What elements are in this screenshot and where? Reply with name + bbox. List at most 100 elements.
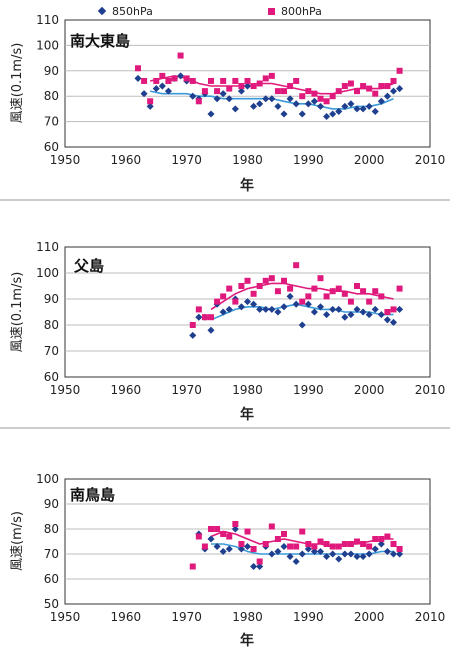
point-850hpa — [225, 305, 233, 313]
point-800hpa — [256, 558, 263, 565]
y-tick-label: 100 — [36, 266, 59, 280]
y-tick-label: 70 — [44, 547, 59, 561]
legend: 850hPa 800hPa — [97, 5, 322, 18]
point-850hpa — [219, 308, 227, 316]
point-800hpa — [329, 288, 336, 295]
point-800hpa — [244, 277, 251, 284]
point-850hpa — [329, 305, 337, 313]
point-800hpa — [323, 541, 330, 547]
point-850hpa — [304, 100, 312, 108]
x-axis-label: 年 — [240, 177, 254, 194]
point-800hpa — [177, 52, 184, 59]
point-850hpa — [329, 110, 337, 118]
point-850hpa — [329, 550, 337, 558]
point-800hpa — [372, 536, 379, 542]
point-800hpa — [195, 98, 202, 105]
point-800hpa — [189, 563, 196, 570]
point-800hpa — [268, 523, 275, 530]
y-tick-label: 100 — [36, 38, 59, 52]
point-800hpa — [293, 543, 300, 550]
point-850hpa — [335, 555, 343, 563]
station-title: 父島 — [73, 257, 104, 275]
data-points — [189, 262, 404, 339]
point-850hpa — [396, 85, 404, 93]
point-800hpa — [238, 283, 245, 289]
point-850hpa — [286, 292, 294, 300]
station-title: 南大東島 — [70, 32, 130, 50]
point-800hpa — [390, 306, 397, 313]
point-850hpa — [310, 547, 318, 556]
point-850hpa — [371, 545, 379, 553]
point-850hpa — [347, 100, 355, 108]
point-850hpa — [292, 300, 300, 308]
point-850hpa — [256, 305, 264, 313]
point-850hpa — [164, 87, 172, 95]
point-800hpa — [311, 90, 318, 97]
chart-panel-minamidaito: 60 70 80 90 100 110 1950 1960 1970 1980 1990 2000 2… — [10, 13, 445, 194]
point-850hpa — [207, 326, 215, 334]
point-850hpa — [231, 105, 239, 113]
y-tick-label: 110 — [36, 13, 59, 27]
point-800hpa — [305, 293, 312, 300]
point-800hpa — [372, 90, 379, 97]
point-850hpa — [310, 308, 318, 316]
point-850hpa — [341, 550, 349, 558]
point-800hpa — [293, 77, 300, 84]
x-tick-label: 1990 — [293, 153, 324, 167]
point-850hpa — [365, 550, 373, 558]
x-tick-labels: 1950 1960 1970 1980 1990 2000 2010 — [50, 610, 446, 624]
x-tick-label: 1970 — [171, 153, 202, 167]
point-800hpa — [335, 285, 342, 292]
point-850hpa — [158, 82, 166, 90]
point-800hpa — [147, 98, 154, 105]
point-800hpa — [317, 95, 324, 102]
point-800hpa — [366, 85, 373, 92]
y-tick-label: 70 — [44, 115, 59, 129]
point-800hpa — [354, 283, 360, 289]
y-tick-labels: 50 60 70 80 90 100 — [36, 472, 59, 611]
point-850hpa — [140, 90, 148, 98]
point-800hpa — [141, 77, 148, 84]
point-850hpa — [383, 92, 391, 100]
x-tick-labels: 1950 1960 1970 1980 1990 2000 2010 — [50, 153, 446, 167]
point-850hpa — [298, 110, 306, 118]
point-800hpa — [214, 88, 221, 95]
x-tick-label: 1980 — [232, 153, 263, 167]
x-tick-label: 1990 — [293, 610, 324, 624]
point-800hpa — [293, 262, 300, 269]
point-850hpa — [219, 547, 227, 556]
point-850hpa — [280, 303, 288, 311]
point-800hpa — [153, 77, 160, 84]
y-tick-label: 110 — [36, 240, 59, 254]
point-800hpa — [274, 536, 281, 542]
point-850hpa — [298, 550, 306, 558]
point-850hpa — [316, 102, 325, 110]
point-800hpa — [256, 283, 263, 289]
y-tick-label: 80 — [44, 318, 59, 332]
point-800hpa — [262, 75, 269, 82]
point-850hpa — [268, 95, 276, 103]
point-800hpa — [396, 285, 403, 292]
point-800hpa — [208, 77, 214, 84]
point-850hpa — [274, 308, 282, 316]
point-850hpa — [146, 102, 154, 110]
point-800hpa — [329, 543, 336, 550]
chart-panel-chichijima: 60 70 80 90 100 110 1950 1960 1970 1980 1990 2000 2… — [10, 240, 445, 423]
point-800hpa — [311, 285, 318, 292]
point-850hpa — [177, 72, 185, 80]
point-800hpa — [189, 322, 196, 328]
point-800hpa — [317, 538, 324, 545]
point-800hpa — [335, 88, 342, 95]
x-tick-label: 1960 — [111, 153, 142, 167]
point-800hpa — [232, 521, 239, 527]
point-850hpa — [237, 545, 245, 553]
point-800hpa — [135, 65, 141, 72]
y-axis-label: 風速(m/s) — [10, 511, 25, 571]
point-850hpa — [207, 110, 215, 118]
legend-marker-850hpa — [97, 6, 107, 16]
point-850hpa — [310, 97, 318, 105]
y-tick-label: 80 — [44, 522, 59, 536]
point-850hpa — [359, 308, 367, 316]
point-850hpa — [383, 547, 391, 556]
station-title: 南鳥島 — [70, 486, 115, 504]
